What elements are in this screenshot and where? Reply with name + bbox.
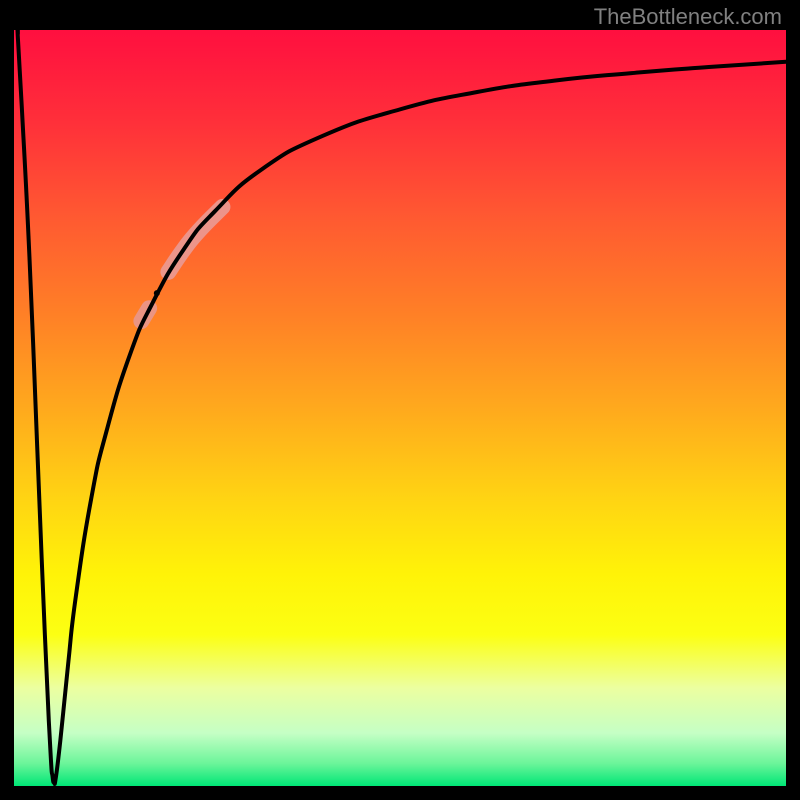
curve-marker-dot [154,290,160,296]
chart-container: TheBottleneck.com [0,0,800,800]
watermark-text: TheBottleneck.com [594,4,782,30]
plot-background [14,30,786,786]
chart-svg [0,0,800,800]
